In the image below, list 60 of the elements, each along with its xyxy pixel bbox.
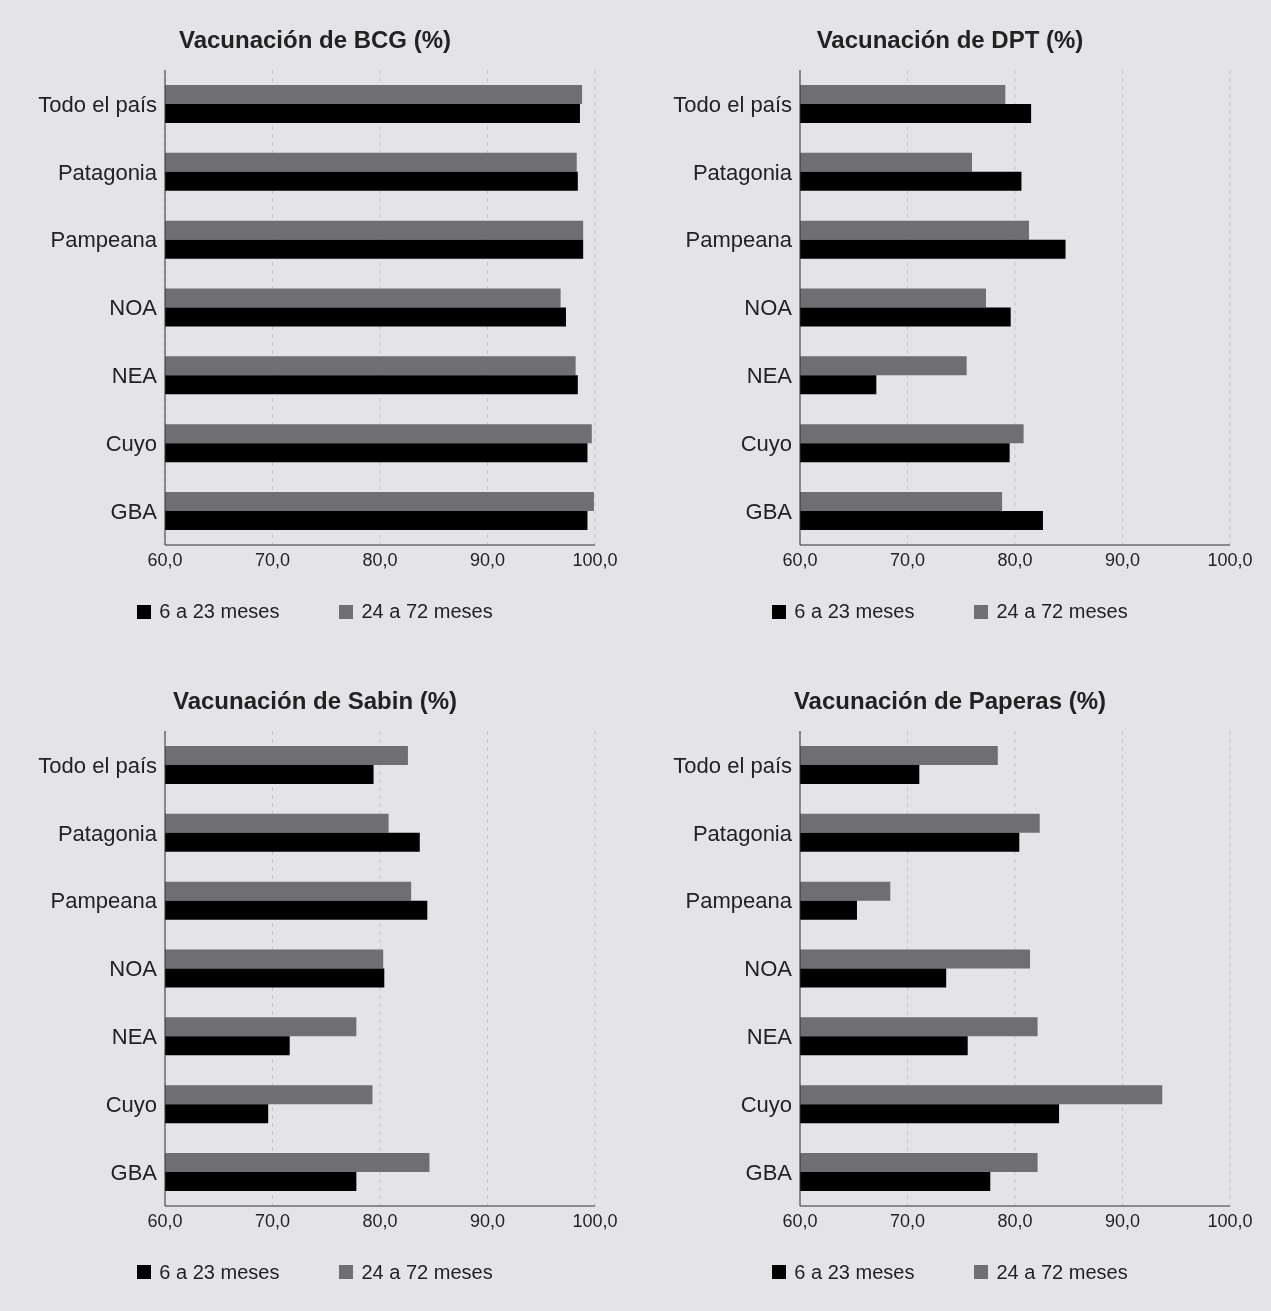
chart-title: Vacunación de BCG (%) xyxy=(178,25,452,55)
x-tick-label: 100,0 xyxy=(1207,549,1253,570)
y-tick-label: Cuyo xyxy=(105,1091,157,1117)
y-tick-label: Todo el país xyxy=(38,752,157,778)
y-tick-label: Cuyo xyxy=(740,431,792,457)
x-tick-label: 60,0 xyxy=(147,1210,183,1231)
legend-label: 6 a 23 meses xyxy=(794,600,915,623)
y-tick-label: GBA xyxy=(110,1159,158,1185)
y-tick-label: GBA xyxy=(110,498,158,524)
y-tick-label: Pampeana xyxy=(685,887,793,913)
y-tick-label: Todo el país xyxy=(38,91,157,117)
y-tick-label: Pampeana xyxy=(50,227,158,253)
legend-label: 6 a 23 meses xyxy=(794,1260,915,1284)
x-tick-label: 80,0 xyxy=(997,549,1033,570)
y-tick-label: NEA xyxy=(111,1023,158,1049)
y-tick-label: Cuyo xyxy=(105,431,157,457)
y-tick-label: Todo el país xyxy=(673,752,792,778)
y-tick-label: Todo el país xyxy=(673,91,792,117)
legend-label: 6 a 23 meses xyxy=(159,600,280,623)
y-tick-label: Patagonia xyxy=(57,820,158,846)
y-tick-label: Pampeana xyxy=(685,227,793,253)
y-tick-label: NEA xyxy=(746,363,793,389)
x-tick-label: 60,0 xyxy=(782,549,818,570)
x-tick-label: 100,0 xyxy=(572,549,618,570)
x-tick-label: 100,0 xyxy=(572,1210,618,1231)
x-tick-label: 90,0 xyxy=(469,1210,506,1231)
x-tick-label: 70,0 xyxy=(254,1210,291,1231)
legend-label: 24 a 72 meses xyxy=(996,1260,1128,1284)
y-tick-label: Patagonia xyxy=(692,820,793,846)
y-tick-label: GBA xyxy=(745,1159,793,1185)
chart-title: Vacunación de Sabin (%) xyxy=(172,685,458,716)
legend-label: 24 a 72 meses xyxy=(996,600,1128,623)
x-tick-label: 80,0 xyxy=(997,1210,1033,1231)
x-tick-label: 90,0 xyxy=(1104,1210,1141,1231)
y-tick-label: NOA xyxy=(744,955,793,981)
x-tick-label: 90,0 xyxy=(1104,549,1141,570)
x-tick-label: 60,0 xyxy=(782,1210,818,1231)
y-tick-label: Pampeana xyxy=(50,887,158,913)
x-tick-label: 70,0 xyxy=(889,549,926,570)
y-tick-label: Patagonia xyxy=(692,159,793,185)
x-tick-label: 70,0 xyxy=(254,549,291,570)
y-tick-label: NEA xyxy=(746,1023,793,1049)
y-tick-label: GBA xyxy=(745,498,793,524)
x-tick-label: 60,0 xyxy=(147,549,183,570)
x-tick-label: 70,0 xyxy=(889,1210,926,1231)
x-tick-label: 90,0 xyxy=(469,549,506,570)
legend-label: 24 a 72 meses xyxy=(361,600,493,623)
x-tick-label: 100,0 xyxy=(1207,1210,1253,1231)
chart-title: Vacunación de DPT (%) xyxy=(816,25,1084,55)
x-tick-label: 80,0 xyxy=(362,549,398,570)
legend-label: 24 a 72 meses xyxy=(361,1260,493,1284)
chart-title: Vacunación de Paperas (%) xyxy=(793,685,1107,716)
x-tick-label: 80,0 xyxy=(362,1210,398,1231)
y-tick-label: NOA xyxy=(109,955,158,981)
y-tick-label: NEA xyxy=(111,363,158,389)
y-tick-label: NOA xyxy=(109,295,158,321)
legend-label: 6 a 23 meses xyxy=(159,1260,280,1284)
y-tick-label: NOA xyxy=(744,295,793,321)
y-tick-label: Patagonia xyxy=(57,159,158,185)
y-tick-label: Cuyo xyxy=(740,1091,792,1117)
